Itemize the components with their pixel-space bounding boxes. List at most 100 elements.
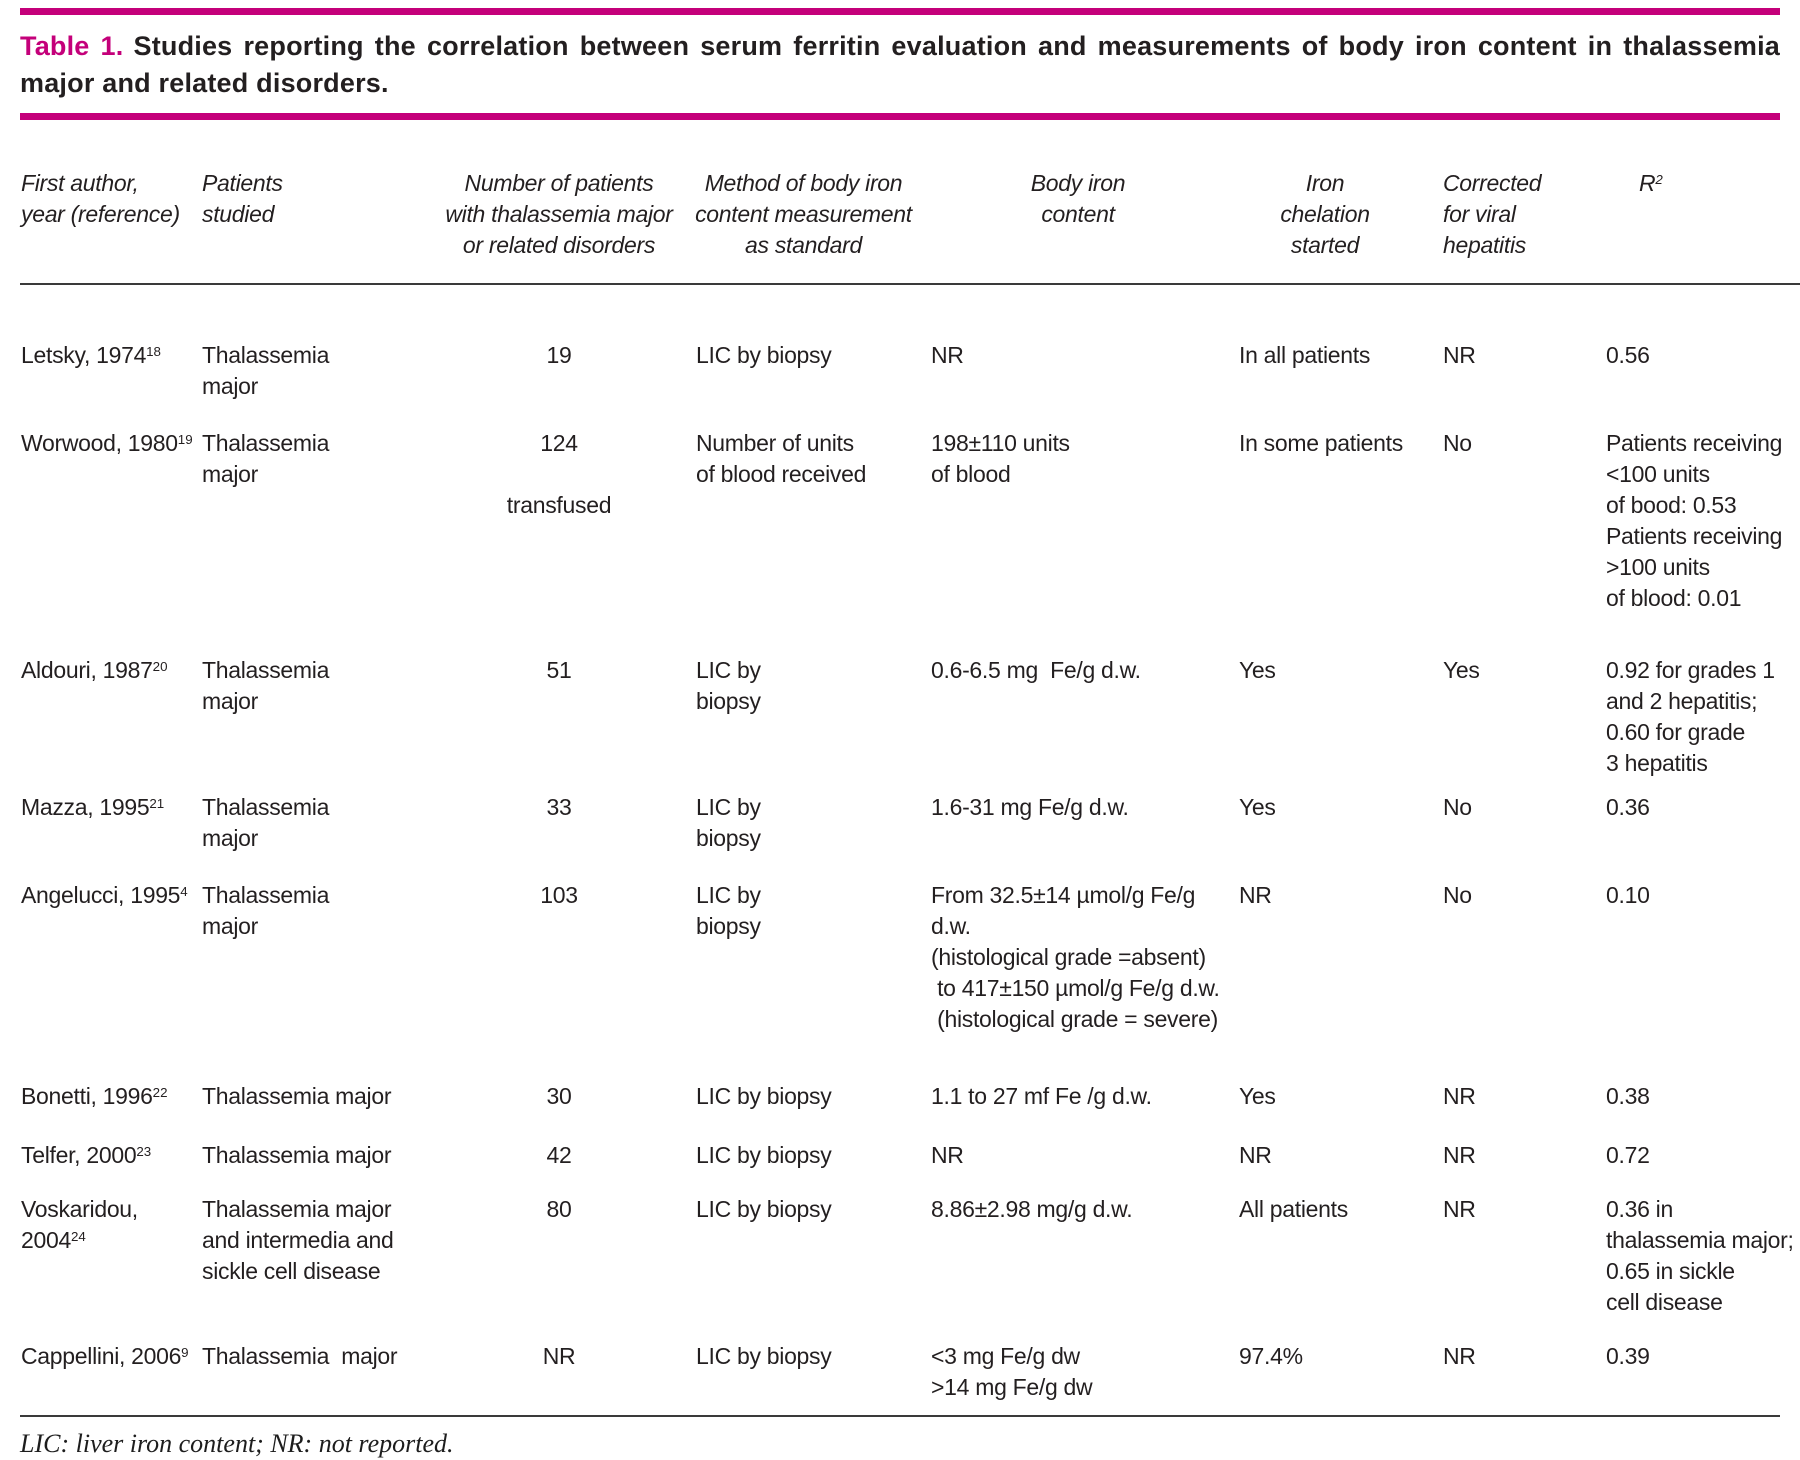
cell-corrected: NR [1443, 1196, 1476, 1222]
column-header-author: First author, year (reference) [20, 120, 200, 285]
reference-superscript: 9 [181, 1344, 189, 1360]
cell-body_iron: From 32.5±14 µmol/g Fe/g d.w. (histologi… [931, 882, 1220, 1032]
cell-chelation: NR [1239, 882, 1272, 908]
table-row: Bonetti, 199622 Thalassemia major 30 LIC by… [20, 1080, 1800, 1139]
table-row: Voskaridou, 200424 Thalassemia major and … [20, 1193, 1800, 1340]
column-header-chelation: Iron chelation started [1229, 120, 1421, 285]
table-row: Mazza, 199521 Thalassemia major 33 LIC by b… [20, 791, 1800, 879]
column-header-corrected: Corrected for viral hepatitis [1421, 120, 1594, 285]
cell-patients: Thalassemia major and intermedia and sic… [202, 1196, 394, 1284]
cell-r2: Patients receiving <100 units of bood: 0… [1606, 430, 1783, 611]
cell-chelation: All patients [1239, 1196, 1348, 1222]
cell-method: Number of units of blood received [696, 430, 867, 487]
cell-n_patients: 42 [546, 1142, 572, 1168]
cell-author: Bonetti, 199622 [21, 1083, 168, 1109]
cell-r2: 0.92 for grades 1 and 2 hepatitis; 0.60 … [1606, 657, 1775, 776]
column-header-body_iron: Body iron content [927, 120, 1229, 285]
cell-author: Letsky, 197418 [21, 342, 161, 368]
cell-n_patients: 51 [546, 657, 572, 683]
table-number-label: Table 1. [20, 31, 124, 61]
cell-chelation: In some patients [1239, 430, 1403, 456]
cell-n_patients: 80 [546, 1196, 572, 1222]
cell-chelation: Yes [1239, 1083, 1276, 1109]
cell-patients: Thalassemia major [202, 430, 330, 487]
cell-patients: Thalassemia major [202, 657, 330, 714]
reference-superscript: 21 [149, 795, 165, 811]
cell-corrected: No [1443, 430, 1472, 456]
reference-superscript: 18 [146, 343, 161, 359]
top-accent-rule [20, 8, 1780, 15]
cell-r2: 0.72 [1606, 1142, 1650, 1168]
cell-patients: Thalassemia major [202, 1142, 392, 1168]
cell-method: LIC by biopsy [696, 882, 761, 939]
cell-patients: Thalassemia major [202, 794, 330, 851]
cell-chelation: NR [1239, 1142, 1272, 1168]
table-row: Aldouri, 198720 Thalassemia major 51 LIC by… [20, 654, 1800, 791]
table-bottom-rule [20, 1415, 1780, 1417]
title-bottom-accent-rule [20, 113, 1780, 120]
column-header-method: Method of body iron content measurement … [680, 120, 927, 285]
cell-body_iron: 198±110 units of blood [931, 430, 1070, 487]
cell-method: LIC by biopsy [696, 657, 761, 714]
reference-superscript: 4 [180, 883, 188, 899]
cell-n_patients: 19 [546, 342, 572, 368]
cell-author: Telfer, 200023 [21, 1142, 152, 1168]
cell-author: Mazza, 199521 [21, 794, 165, 820]
reference-superscript: 22 [152, 1084, 168, 1100]
cell-r2: 0.36 in thalassemia major; 0.65 in sickl… [1606, 1196, 1794, 1315]
table-caption: Studies reporting the correlation betwee… [20, 31, 1780, 98]
table-row: Cappellini, 20069 Thalassemia major NR LIC … [20, 1340, 1800, 1415]
header-row: First author, year (reference) Patients s… [20, 120, 1800, 285]
cell-author: Aldouri, 198720 [21, 657, 168, 683]
cell-corrected: No [1443, 882, 1472, 908]
cell-chelation: 97.4% [1239, 1343, 1303, 1369]
cell-method: LIC by biopsy [696, 794, 761, 851]
column-header-r2: R2 [1594, 120, 1800, 285]
cell-chelation: In all patients [1239, 342, 1371, 368]
cell-method: LIC by biopsy [696, 1196, 832, 1222]
table-footnote: LIC: liver iron content; NR: not reporte… [20, 1429, 454, 1458]
cell-body_iron: NR [931, 1142, 964, 1168]
table-row: Angelucci, 19954 Thalassemia major 103 LIC … [20, 879, 1800, 1080]
cell-body_iron: 1.6-31 mg Fe/g d.w. [931, 794, 1129, 820]
cell-patients: Thalassemia major [202, 1083, 392, 1109]
reference-superscript: 23 [136, 1143, 152, 1159]
table-title: Table 1. Studies reporting the correlatio… [20, 15, 1780, 113]
cell-corrected: Yes [1443, 657, 1480, 683]
cell-author: Angelucci, 19954 [21, 882, 188, 908]
cell-corrected: NR [1443, 1343, 1476, 1369]
cell-corrected: NR [1443, 1083, 1476, 1109]
column-header-n_patients: Number of patients with thalassemia majo… [438, 120, 680, 285]
cell-corrected: No [1443, 794, 1472, 820]
cell-body_iron: 1.1 to 27 mf Fe /g d.w. [931, 1083, 1152, 1109]
studies-table: First author, year (reference) Patients s… [20, 120, 1800, 1415]
cell-n_patients: 124 transfused [506, 430, 612, 518]
cell-n_patients: NR [542, 1343, 576, 1369]
cell-body_iron: 0.6-6.5 mg Fe/g d.w. [931, 657, 1141, 683]
studies-table-header: First author, year (reference) Patients s… [20, 120, 1800, 285]
cell-r2: 0.56 [1606, 342, 1650, 368]
cell-n_patients: 103 [540, 882, 578, 908]
column-header-patients: Patients studied [200, 120, 438, 285]
cell-author: Worwood, 198019 [21, 430, 193, 456]
cell-corrected: NR [1443, 342, 1476, 368]
cell-method: LIC by biopsy [696, 1083, 832, 1109]
cell-author: Voskaridou, 200424 [21, 1196, 144, 1253]
cell-r2: 0.10 [1606, 882, 1650, 908]
cell-r2: 0.38 [1606, 1083, 1650, 1109]
cell-corrected: NR [1443, 1142, 1476, 1168]
table-row: Worwood, 198019 Thalassemia major 124 tran… [20, 427, 1800, 654]
cell-n_patients: 30 [546, 1083, 572, 1109]
cell-method: LIC by biopsy [696, 1343, 832, 1369]
cell-chelation: Yes [1239, 794, 1276, 820]
reference-superscript: 2 [1655, 171, 1663, 187]
cell-body_iron: NR [931, 342, 964, 368]
cell-author: Cappellini, 20069 [21, 1343, 189, 1369]
reference-superscript: 19 [177, 431, 193, 447]
reference-superscript: 24 [70, 1228, 86, 1244]
cell-patients: Thalassemia major [202, 342, 330, 399]
cell-method: LIC by biopsy [696, 1142, 832, 1168]
cell-method: LIC by biopsy [696, 342, 832, 368]
cell-chelation: Yes [1239, 657, 1276, 683]
